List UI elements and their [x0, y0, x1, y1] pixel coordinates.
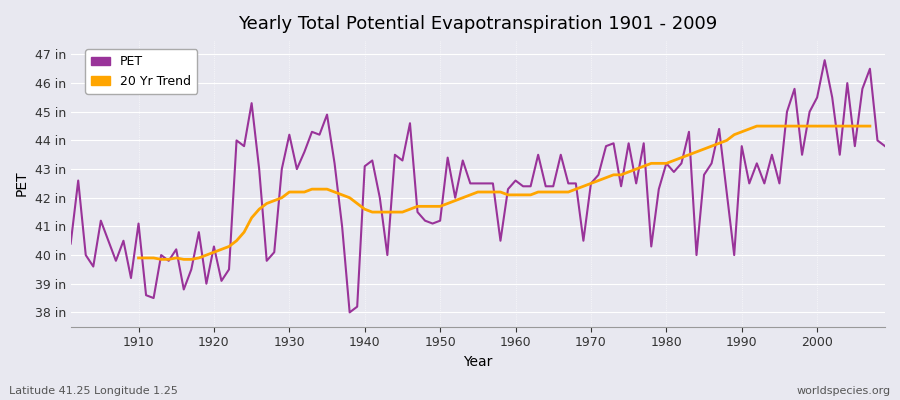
Title: Yearly Total Potential Evapotranspiration 1901 - 2009: Yearly Total Potential Evapotranspiratio…	[238, 15, 717, 33]
Text: Latitude 41.25 Longitude 1.25: Latitude 41.25 Longitude 1.25	[9, 386, 178, 396]
Y-axis label: PET: PET	[15, 171, 29, 196]
Legend: PET, 20 Yr Trend: PET, 20 Yr Trend	[86, 49, 197, 94]
X-axis label: Year: Year	[464, 355, 492, 369]
Text: worldspecies.org: worldspecies.org	[796, 386, 891, 396]
